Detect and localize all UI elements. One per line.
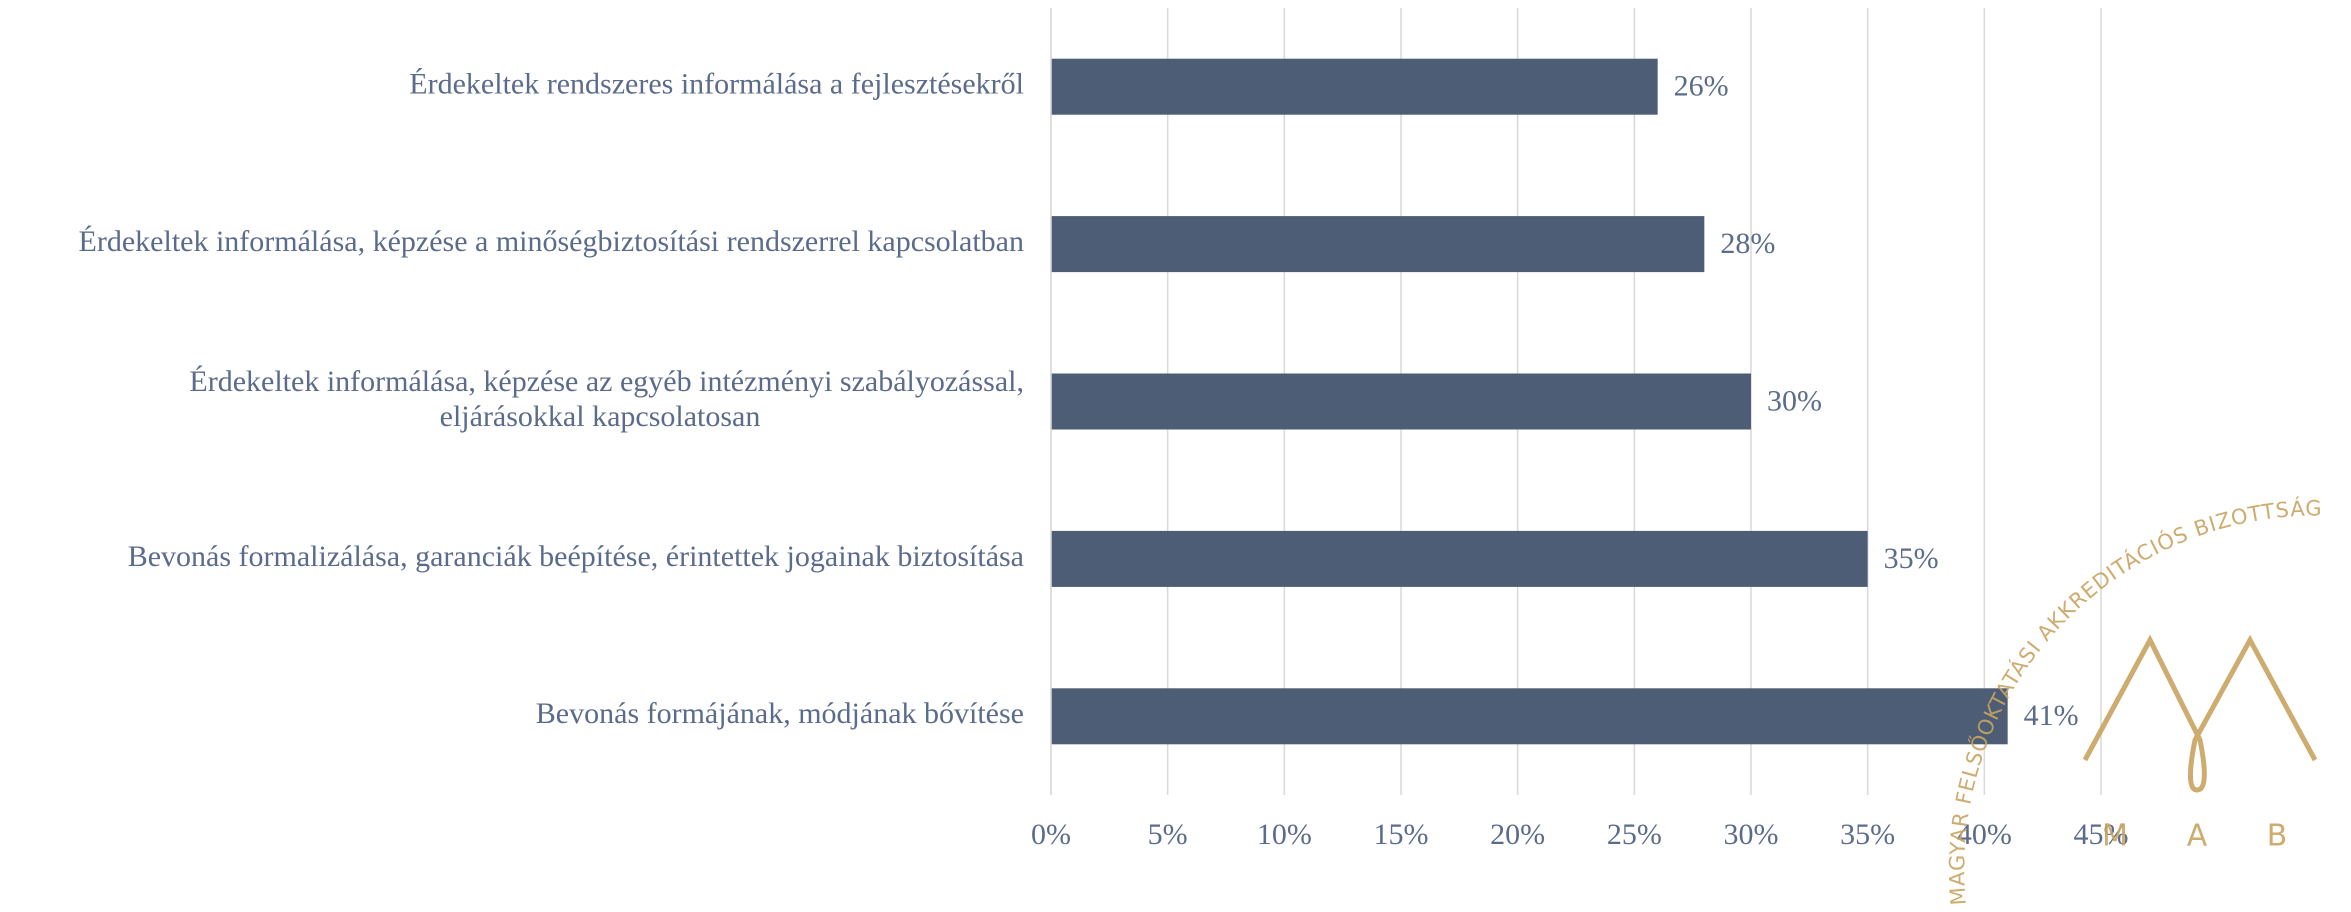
data-label: 26%: [1674, 70, 1729, 103]
logo-letter: B: [2267, 819, 2288, 854]
y-tick-label: Érdekeltek informálása, képzése az egyéb…: [189, 365, 1024, 398]
x-tick-label: 25%: [1607, 818, 1662, 851]
x-tick-label: 10%: [1257, 818, 1312, 851]
plot: 0% 5% 10% 15% 20% 25% 30% 35% 40% 45% Érdekeltek r…: [79, 8, 2129, 851]
x-tick-label: 20%: [1490, 818, 1545, 851]
data-label: 41%: [2024, 699, 2079, 732]
y-tick-label: eljárásokkal kapcsolatosan: [440, 400, 761, 433]
x-tick-label: 45%: [2074, 818, 2129, 851]
bar: [1051, 530, 1868, 587]
x-tick-label: 30%: [1724, 818, 1779, 851]
logo-letter: A: [2187, 819, 2208, 854]
y-tick-label: Érdekeltek rendszeres informálása a fejl…: [409, 68, 1024, 101]
x-tick-label: 40%: [1957, 818, 2012, 851]
logo-letter: M: [2102, 819, 2128, 854]
bar: [1051, 688, 2008, 745]
bar: [1051, 58, 1658, 115]
y-tick-label: Bevonás formalizálása, garanciák beépíté…: [128, 540, 1024, 573]
y-tick-label: Bevonás formájának, módjának bővítése: [536, 697, 1024, 730]
data-label: 30%: [1767, 384, 1822, 417]
bar: [1051, 373, 1751, 430]
data-label: 35%: [1884, 542, 1939, 575]
data-label: 28%: [1720, 227, 1775, 260]
bar: [1051, 216, 1705, 273]
x-tick-label: 35%: [1840, 818, 1895, 851]
logo-mark: [2082, 634, 2318, 793]
y-tick-label: Érdekeltek informálása, képzése a minősé…: [79, 225, 1024, 258]
x-tick-label: 5%: [1148, 818, 1188, 851]
x-tick-label: 0%: [1031, 818, 1071, 851]
x-tick-label: 15%: [1374, 818, 1429, 851]
